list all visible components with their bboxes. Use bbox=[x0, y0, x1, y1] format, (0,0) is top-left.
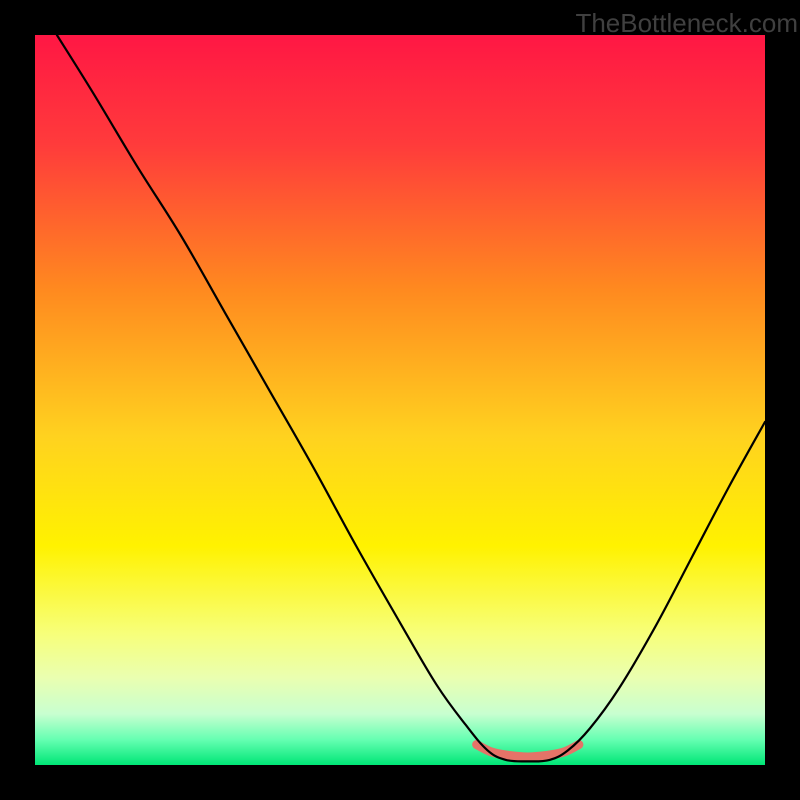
bottleneck-chart bbox=[0, 0, 800, 800]
chart-container: { "watermark": { "text": "TheBottleneck.… bbox=[0, 0, 800, 800]
plot-background-gradient bbox=[35, 35, 765, 765]
watermark-text: TheBottleneck.com bbox=[575, 8, 798, 39]
